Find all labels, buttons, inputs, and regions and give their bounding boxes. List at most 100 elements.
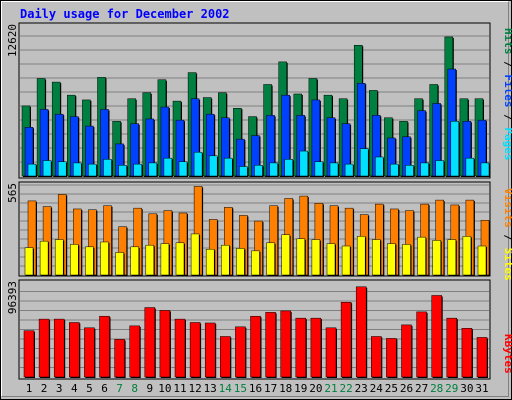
sites-bar: [130, 246, 139, 276]
sites-bar: [432, 240, 441, 276]
sites-bar: [356, 236, 366, 276]
sites-bar: [447, 239, 457, 276]
pages-bar: [284, 159, 293, 177]
pages-bar: [314, 161, 324, 177]
day-label: 31: [475, 382, 488, 395]
pages-bar: [42, 160, 52, 177]
legend-kbytes: KBytes: [502, 334, 512, 374]
day-label: 9: [146, 382, 153, 395]
day-label: 23: [355, 382, 368, 395]
kbytes-bar: [129, 325, 140, 378]
kbytes-panel: 96393: [6, 279, 491, 380]
pages-bar: [329, 162, 339, 177]
sites-bar: [477, 245, 487, 276]
day-label: 21: [324, 382, 337, 395]
sites-bar: [70, 244, 79, 276]
sites-bar: [266, 242, 275, 276]
sites-bar: [281, 234, 290, 276]
chart-title: Daily usage for December 2002: [20, 7, 230, 21]
pages-bar: [299, 150, 309, 177]
kbytes-bar: [355, 286, 367, 378]
pages-bar: [465, 157, 475, 177]
visits-panel: 565: [6, 181, 491, 277]
day-label: 6: [101, 382, 108, 395]
pages-bar: [27, 163, 37, 177]
day-label: 19: [294, 382, 307, 395]
day-axis: 1 2 3 4 5 6 7 8 9 10 11 12 13 14 15 16 17 18 19 20 21 22 23 24 2…: [26, 382, 489, 395]
kbytes-bar: [220, 336, 231, 378]
kbytes-bar: [174, 318, 186, 378]
pages-bar: [375, 156, 384, 177]
pages-bar: [178, 161, 188, 177]
sites-bar: [326, 243, 336, 276]
pages-bar: [239, 166, 248, 177]
sites-bar: [341, 245, 351, 276]
legend-visits-text: Visits / Sites: [502, 188, 512, 281]
day-label: 13: [204, 382, 217, 395]
pages-bar: [73, 162, 82, 177]
sites-bar: [251, 250, 260, 276]
day-label: 10: [158, 382, 171, 395]
day-label: 8: [131, 382, 138, 395]
pages-bar: [193, 151, 203, 177]
legend-sites: Sites: [502, 248, 512, 281]
day-label: 17: [264, 382, 277, 395]
pages-bar: [88, 163, 97, 177]
day-label: 20: [309, 382, 322, 395]
kbytes-bar: [204, 322, 216, 378]
legend-separator: /: [502, 228, 512, 248]
visits-bars: [24, 186, 490, 276]
day-label: 5: [86, 382, 93, 395]
kbytes-bar: [325, 327, 337, 378]
kbytes-bar: [265, 312, 276, 378]
pages-bar: [269, 162, 278, 177]
kbytes-bar: [69, 322, 80, 378]
sites-bar: [311, 239, 321, 276]
kbytes-bar: [53, 318, 65, 378]
pages-bar: [208, 155, 218, 177]
sites-bar: [402, 244, 411, 276]
legend-pages: Pages: [502, 127, 512, 160]
kbytes-bar: [38, 318, 50, 378]
sites-bar: [115, 252, 124, 276]
kbytes-bar: [416, 311, 427, 378]
sites-bar: [39, 240, 49, 276]
pages-bar: [420, 162, 429, 177]
day-label: 11: [173, 382, 186, 395]
hits-bars: [21, 36, 490, 178]
kbytes-bar: [250, 315, 261, 378]
day-label: 28: [430, 382, 443, 395]
legend-hits: Hits: [502, 28, 512, 55]
kbytes-bar: [371, 336, 382, 378]
day-label: 30: [460, 382, 473, 395]
pages-bar: [435, 160, 444, 177]
sites-bar: [417, 236, 426, 276]
sites-bar: [387, 243, 396, 276]
kbytes-bars: [23, 286, 488, 378]
sites-bar: [296, 238, 306, 276]
day-label: 27: [415, 382, 428, 395]
sites-bar: [221, 244, 230, 276]
day-label: 7: [116, 382, 123, 395]
day-label: 4: [71, 382, 78, 395]
day-label: 24: [370, 382, 384, 395]
sites-bar: [145, 244, 155, 276]
pages-bar: [405, 165, 414, 177]
pages-bar: [450, 121, 460, 177]
kbytes-bar: [431, 295, 442, 378]
legend-visits: Visits: [502, 188, 512, 228]
day-label: 25: [385, 382, 398, 395]
legend-sites-visits: Visits / Sites: [502, 188, 512, 281]
pages-bar: [118, 165, 127, 177]
kbytes-bar: [23, 330, 35, 378]
sites-bar: [85, 246, 94, 276]
legend-separator: /: [502, 55, 512, 75]
kbytes-bar: [99, 315, 110, 378]
kbytes-bar: [386, 338, 397, 378]
legend-kbytes-text: KBytes: [502, 334, 512, 374]
legend-files: Files: [502, 74, 512, 107]
kbytes-bar: [144, 307, 156, 378]
day-label: 2: [41, 382, 48, 395]
pages-bar: [57, 161, 67, 177]
